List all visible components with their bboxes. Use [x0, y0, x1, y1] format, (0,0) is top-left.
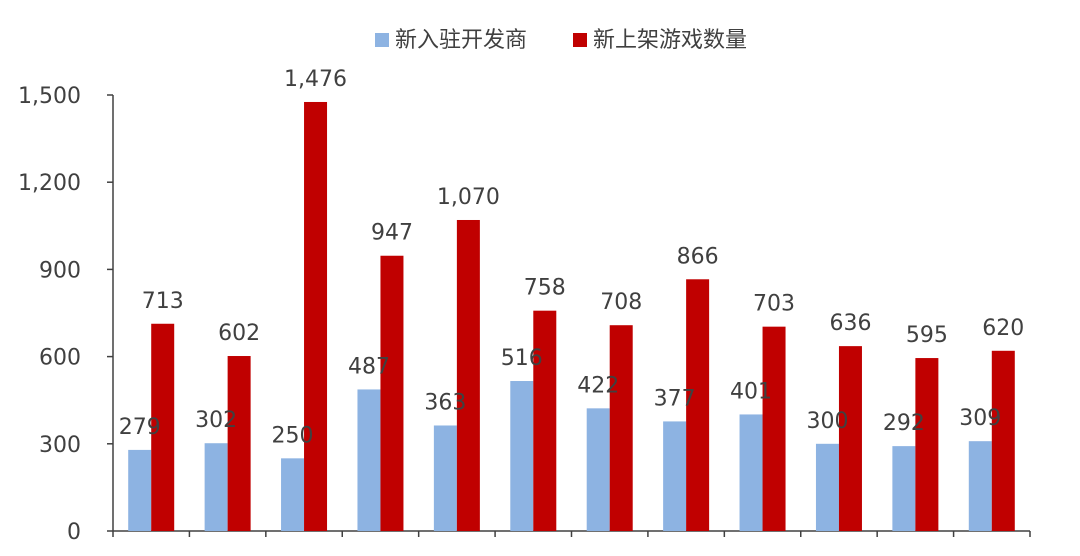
- data-label: 866: [677, 244, 719, 269]
- bar-new-developers: [892, 446, 916, 531]
- bar-new-developers: [815, 443, 839, 531]
- y-tick-label: 600: [39, 346, 81, 371]
- data-label: 250: [272, 423, 314, 448]
- legend: 新入驻开发商 新上架游戏数量: [375, 28, 747, 53]
- y-tick-label: 1,200: [18, 171, 81, 196]
- data-label: 1,476: [284, 67, 347, 92]
- y-tick-label: 300: [39, 433, 81, 458]
- data-label: 703: [753, 292, 795, 317]
- data-label: 947: [371, 221, 413, 246]
- bar-new-developers: [968, 441, 992, 531]
- bar-new-developers: [510, 381, 534, 531]
- data-label: 309: [959, 406, 1001, 431]
- legend-label: 新上架游戏数量: [593, 28, 747, 53]
- bar-new-games: [380, 255, 404, 532]
- legend-swatch: [375, 33, 389, 47]
- data-label: 708: [600, 290, 642, 315]
- data-label: 422: [577, 373, 619, 398]
- data-label: 300: [806, 409, 848, 434]
- data-label: 1,070: [437, 185, 500, 210]
- bar-new-games: [609, 325, 633, 531]
- bar-new-developers: [128, 449, 152, 531]
- bar-new-developers: [586, 408, 610, 531]
- bar-new-developers: [433, 425, 457, 531]
- bar-new-developers: [739, 414, 763, 531]
- data-label: 713: [142, 289, 184, 314]
- bar-new-developers: [204, 443, 228, 531]
- data-label: 595: [906, 323, 948, 348]
- axes: 0 300 600 900 1,200 1,500: [18, 84, 1031, 545]
- legend-label: 新入驻开发商: [395, 28, 527, 53]
- bar-new-games: [838, 346, 862, 531]
- bar-new-developers: [663, 421, 687, 531]
- data-label: 758: [524, 276, 566, 301]
- bar-new-games: [533, 310, 557, 531]
- bar-new-games: [456, 219, 480, 531]
- data-label: 620: [982, 316, 1024, 341]
- data-label: 302: [195, 408, 237, 433]
- data-label: 377: [654, 386, 696, 411]
- y-tick-label: 1,500: [18, 84, 81, 109]
- legend-swatch: [573, 33, 587, 47]
- data-label: 487: [348, 354, 390, 379]
- bars: [128, 101, 1015, 532]
- y-tick-label: 0: [67, 520, 81, 545]
- data-label: 401: [730, 379, 772, 404]
- bar-new-games: [304, 101, 328, 531]
- bar-new-developers: [281, 458, 305, 531]
- bar-new-games: [762, 326, 786, 531]
- bar-new-developers: [357, 389, 381, 531]
- data-label: 636: [829, 311, 871, 336]
- y-tick-label: 900: [39, 258, 81, 283]
- data-label: 516: [501, 346, 543, 371]
- bar-new-games: [151, 323, 175, 531]
- bar-new-games: [915, 358, 939, 531]
- data-label: 363: [424, 390, 466, 415]
- data-label: 602: [218, 321, 260, 346]
- data-label: 292: [883, 411, 925, 436]
- data-labels: 279 713 302 602 250 1,476 487 947 363 1,070 516 758…: [119, 67, 1025, 448]
- bar-new-games: [227, 356, 251, 531]
- bar-new-games: [686, 279, 710, 531]
- data-label: 279: [119, 415, 161, 440]
- bar-new-games: [991, 350, 1015, 531]
